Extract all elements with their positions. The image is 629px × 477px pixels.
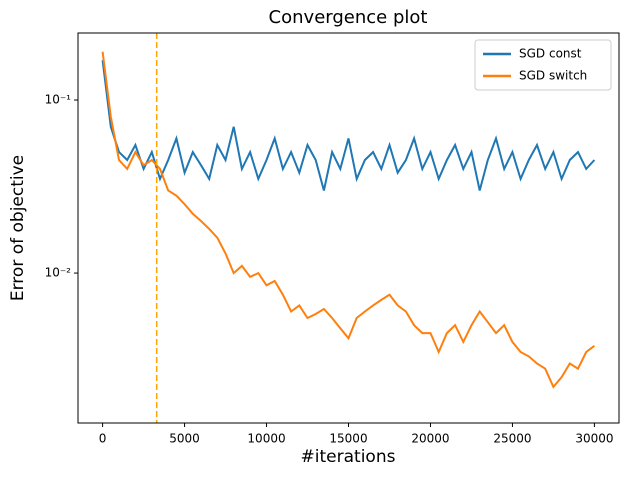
x-tick-label: 25000 [493, 432, 531, 446]
x-axis-label: #iterations [301, 447, 396, 467]
x-tick-label: 15000 [329, 432, 367, 446]
legend-label: SGD const [519, 47, 582, 61]
y-tick-label: 10⁻¹ [45, 93, 72, 107]
series-line [101, 51, 596, 389]
x-tick-label: 5000 [169, 432, 200, 446]
legend-box [474, 39, 612, 91]
y-axis-label: Error of objective [8, 155, 28, 301]
x-tick-label: 10000 [247, 432, 285, 446]
legend-label: SGD switch [519, 69, 587, 83]
series-line [101, 60, 596, 191]
y-tick-label: 10⁻² [45, 266, 72, 280]
x-tick-label: 30000 [575, 432, 613, 446]
chart-title: Convergence plot [269, 7, 428, 28]
x-tick-label: 20000 [411, 432, 449, 446]
plot-frame [77, 32, 620, 424]
x-tick-label: 0 [99, 432, 107, 446]
